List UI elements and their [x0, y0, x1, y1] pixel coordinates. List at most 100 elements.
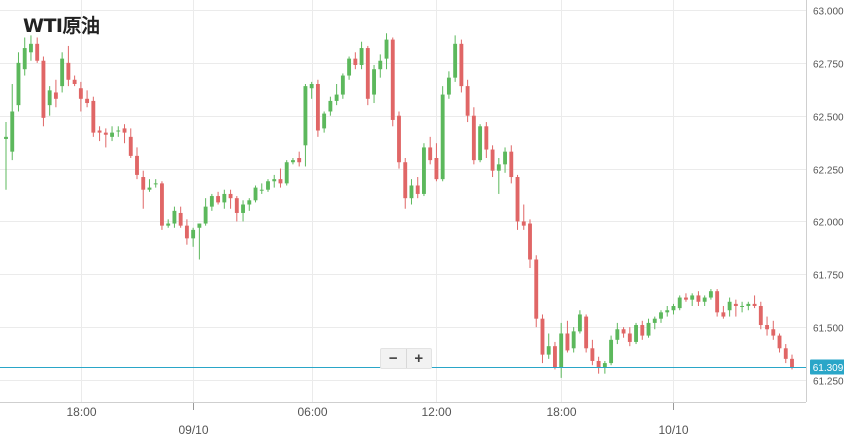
candle-body — [266, 181, 270, 190]
candle-body — [172, 210, 177, 224]
candle-body — [334, 94, 339, 101]
candle-body — [640, 325, 645, 336]
y-tick-label: 62.250 — [813, 166, 844, 177]
candle-body — [708, 291, 713, 298]
candle-body — [652, 318, 657, 323]
candle-body — [690, 295, 695, 300]
candle-body — [128, 136, 133, 156]
candle-body — [553, 346, 557, 368]
candle-body — [53, 92, 58, 99]
y-tick-label: 61.750 — [813, 271, 844, 282]
candle-body — [565, 333, 570, 351]
candle-body — [615, 329, 620, 340]
candle-body — [384, 39, 389, 59]
candle-body — [727, 301, 732, 311]
candle-body — [453, 43, 458, 78]
candle-body — [702, 297, 707, 302]
candle-body — [241, 204, 245, 213]
candle-body — [459, 43, 464, 87]
candle-body — [540, 318, 545, 355]
y-tick-label: 62.500 — [813, 113, 844, 124]
candle-body — [752, 303, 757, 306]
candle-body — [546, 346, 551, 355]
candle-body — [365, 48, 370, 99]
candle-body — [397, 115, 401, 163]
candle-body — [721, 312, 726, 317]
candle-body — [347, 58, 352, 76]
candle-body — [777, 335, 782, 349]
candle-body — [428, 147, 433, 161]
candle-body — [403, 162, 408, 199]
candle-body — [771, 329, 776, 336]
candle-body — [110, 132, 114, 137]
candle-body — [359, 48, 364, 65]
y-tick-label: 62.000 — [813, 218, 844, 229]
candle-body — [116, 130, 121, 132]
candle-body — [253, 187, 258, 201]
x-date-label: 10/10 — [658, 423, 688, 437]
candle-body — [378, 60, 383, 70]
candle-body — [328, 100, 333, 112]
candle-body — [178, 212, 183, 226]
candle-body — [596, 360, 601, 368]
y-tick-label: 63.000 — [813, 7, 844, 18]
candle-body — [10, 111, 15, 152]
candle-body — [534, 259, 539, 319]
zoom-in-button[interactable]: + — [414, 350, 424, 367]
zoom-out-button[interactable]: − — [388, 350, 398, 367]
y-tick-label: 61.500 — [813, 324, 844, 335]
candle-body — [715, 291, 720, 313]
candle-body — [490, 149, 495, 171]
zoom-separator — [405, 349, 407, 368]
candle-body — [415, 185, 420, 194]
candle-body — [584, 316, 589, 349]
candle-body — [160, 183, 164, 226]
candle-body — [590, 348, 595, 361]
candle-body — [665, 310, 670, 313]
candle-body — [203, 206, 208, 224]
candle-body — [434, 158, 439, 180]
candle-body — [621, 329, 626, 334]
candle-body — [147, 187, 152, 190]
candle-body — [733, 303, 738, 306]
candle-body — [484, 126, 489, 150]
candle-body — [122, 128, 127, 133]
candle-body — [85, 98, 90, 104]
candle-body — [141, 177, 146, 190]
candle-body — [103, 132, 108, 135]
candle-body — [278, 179, 283, 184]
candle-body — [153, 183, 158, 185]
candle-body — [602, 363, 607, 368]
candle-body — [528, 223, 532, 260]
candle-body — [746, 303, 751, 306]
candle-body — [184, 225, 189, 239]
x-tick-label: 18:00 — [546, 405, 576, 419]
candle-body — [671, 306, 676, 311]
candle-body — [422, 147, 426, 194]
candle-body — [97, 130, 102, 133]
candle-body — [284, 162, 289, 184]
x-date-label: 09/10 — [178, 423, 208, 437]
candle-body — [521, 221, 526, 226]
candle-body — [577, 314, 582, 332]
candle-body — [559, 333, 564, 368]
candle-body — [465, 86, 470, 116]
candle-body — [247, 200, 252, 205]
candle-body — [303, 86, 308, 146]
candle-body — [35, 43, 40, 61]
x-tick-label: 06:00 — [297, 405, 327, 419]
chart-title: WTI原油 — [23, 15, 100, 37]
candle-body — [684, 297, 688, 300]
candle-body — [259, 189, 264, 191]
candle-body — [72, 79, 77, 84]
candle-body — [91, 100, 96, 133]
candle-body — [47, 90, 52, 106]
candle-body — [440, 94, 445, 180]
candle-body — [322, 113, 327, 129]
candle-body — [372, 69, 376, 95]
candle-body — [627, 333, 632, 342]
candle-body — [446, 77, 451, 95]
candle-body — [509, 151, 514, 178]
candle-body — [22, 48, 27, 70]
